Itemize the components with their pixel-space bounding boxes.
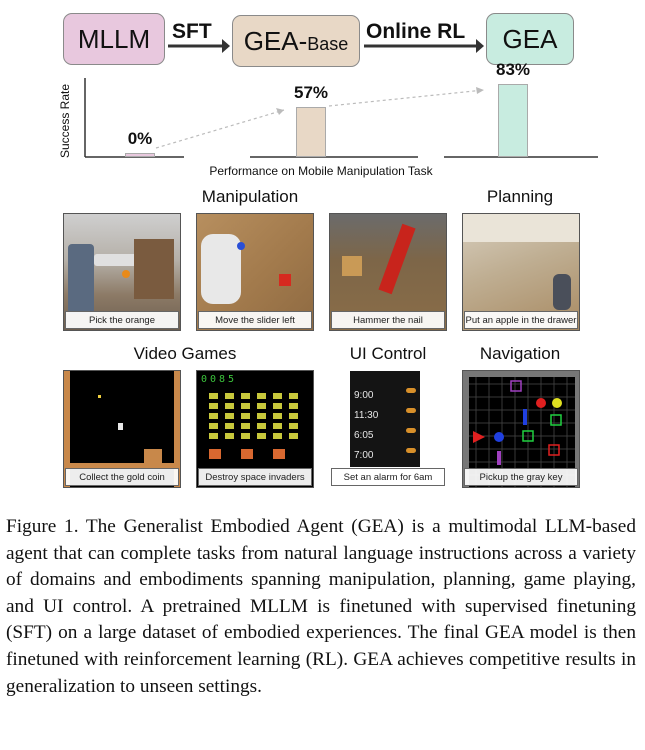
tile-apple-drawer: Put an apple in the drawer: [462, 213, 580, 331]
gea-base-box: GEA-Base: [232, 15, 360, 67]
hammer-robot-image: [330, 214, 446, 330]
alarm-row: 6:05: [354, 425, 416, 441]
alarm-row: 9:00: [354, 385, 416, 401]
invader-grid: [209, 393, 305, 443]
alarm-toggle-icon: [406, 408, 416, 413]
alarm-row: 7:00: [354, 445, 416, 461]
y-axis-label: Success Rate: [58, 83, 72, 159]
tile-caption: Destroy space invaders: [198, 468, 312, 486]
section-manipulation: Manipulation: [201, 187, 299, 206]
slider-robot-image: [197, 214, 313, 330]
invader-icon: [289, 433, 298, 439]
bar-2: [498, 84, 528, 157]
alarm-toggle-icon: [406, 428, 416, 433]
alarm-time: 7:00: [354, 450, 374, 461]
tile-gold-coin: Collect the gold coin: [63, 370, 181, 488]
alarm-time: 11:30: [354, 410, 379, 421]
invader-icon: [241, 413, 250, 419]
online-rl-label: Online RL: [366, 20, 466, 43]
invader-icon: [273, 413, 282, 419]
bar-0: [125, 153, 155, 157]
figure-caption: Figure 1. The Generalist Embodied Agent …: [6, 516, 636, 697]
gridworld-image: [463, 371, 579, 487]
invader-icon: [257, 423, 266, 429]
invader-icon: [289, 423, 298, 429]
gea-label: GEA: [502, 23, 558, 54]
sft-label: SFT: [172, 20, 212, 43]
alarm-row: 11:30: [354, 405, 416, 421]
tile-space-invaders: 0085 Destroy space invaders: [196, 370, 314, 488]
invader-icon: [273, 403, 282, 409]
tile-caption: Pick the orange: [65, 311, 179, 329]
invader-icon: [289, 403, 298, 409]
alarm-time: 9:00: [354, 390, 374, 401]
chart-axes: [84, 78, 598, 158]
section-ui-control: UI Control: [349, 344, 427, 363]
bar-1: [296, 106, 326, 157]
tile-caption: Move the slider left: [198, 311, 312, 329]
invader-icon: [257, 433, 266, 439]
house-interior-image: [463, 214, 579, 330]
bar-value-label-1: 57%: [293, 82, 329, 102]
tile-caption: Pickup the gray key: [464, 468, 578, 486]
invader-icon: [289, 393, 298, 399]
tile-pick-orange: Pick the orange: [63, 213, 181, 331]
tile-gray-key: Pickup the gray key: [462, 370, 580, 488]
bar-value-label-2: 83%: [495, 60, 531, 79]
mllm-label: MLLM: [77, 23, 151, 54]
game-score: 0085: [201, 374, 238, 385]
alarm-toggle-icon: [406, 448, 416, 453]
invader-icon: [209, 433, 218, 439]
kitchen-robot-image: [64, 214, 180, 330]
invader-icon: [209, 423, 218, 429]
tile-caption: Set an alarm for 6am: [331, 468, 445, 486]
space-invaders-image: 0085: [197, 371, 313, 487]
gridworld-grid: [463, 371, 579, 487]
invader-icon: [241, 433, 250, 439]
invader-icon: [257, 403, 266, 409]
gea-base-label: GEA-Base: [243, 25, 349, 56]
invader-icon: [257, 413, 266, 419]
section-navigation: Navigation: [479, 344, 561, 363]
section-planning: Planning: [486, 187, 554, 206]
invader-icon: [241, 423, 250, 429]
invader-icon: [241, 393, 250, 399]
invader-icon: [209, 413, 218, 419]
gea-box: GEA: [486, 13, 574, 65]
tile-move-slider: Move the slider left: [196, 213, 314, 331]
invader-icon: [225, 413, 234, 419]
tile-caption: Hammer the nail: [331, 311, 445, 329]
invader-icon: [289, 413, 298, 419]
tile-caption: Put an apple in the drawer: [464, 311, 578, 329]
platformer-game-image: [64, 371, 180, 487]
arrow-rl-icon: [364, 39, 484, 53]
invader-icon: [225, 403, 234, 409]
invader-icon: [273, 433, 282, 439]
section-video-games: Video Games: [133, 344, 237, 363]
bar-value-label-0: 0%: [127, 129, 153, 148]
phone-screenshot: 9:00 11:30 6:05 7:00: [350, 371, 420, 467]
invader-icon: [209, 393, 218, 399]
alarm-time: 6:05: [354, 430, 374, 441]
invader-icon: [225, 393, 234, 399]
arrow-sft-icon: [168, 39, 230, 53]
invader-icon: [241, 403, 250, 409]
tile-caption: Collect the gold coin: [65, 468, 179, 486]
invader-icon: [273, 423, 282, 429]
x-axis-label: Performance on Mobile Manipulation Task: [209, 164, 433, 178]
tile-set-alarm: 9:00 11:30 6:05 7:00 Set an alarm for 6am: [329, 370, 447, 488]
invader-icon: [225, 433, 234, 439]
tile-hammer-nail: Hammer the nail: [329, 213, 447, 331]
invader-icon: [257, 393, 266, 399]
invader-icon: [225, 423, 234, 429]
invader-icon: [273, 393, 282, 399]
invader-icon: [209, 403, 218, 409]
alarm-toggle-icon: [406, 388, 416, 393]
mllm-box: MLLM: [63, 13, 165, 65]
